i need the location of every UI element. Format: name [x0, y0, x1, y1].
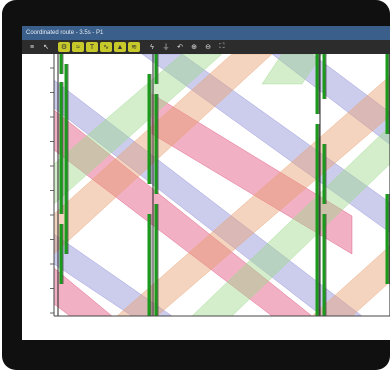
signal-green-bar [315, 124, 319, 316]
signal-green-bar [322, 214, 326, 316]
menu-icon[interactable]: ≡ [29, 43, 35, 51]
tx-icon[interactable]: T [86, 42, 98, 52]
gear-icon[interactable]: ⚙ [58, 42, 70, 52]
window-title: Coordinated route - 3.5s - P1 [22, 26, 390, 40]
zoom-out-icon[interactable]: ⊖ [205, 44, 211, 51]
signal-green-bar [59, 54, 63, 74]
bolt-icon[interactable]: ϟ [150, 43, 154, 51]
tune-icon[interactable]: ∿ [100, 42, 112, 52]
pink-band [151, 93, 353, 255]
signal-green-bar [154, 94, 158, 194]
chart-icon[interactable]: ▲ [114, 42, 126, 52]
tablet-frame: Coordinated route - 3.5s - P1 ≡ ↖ ⚙ ≈ T ∿ ▲ ≋ ϟ ⏚… [2, 0, 390, 370]
diagram-canvas [50, 54, 390, 317]
signal-green-bar [154, 54, 158, 84]
signal-green-bar [59, 224, 63, 284]
band-icon[interactable]: ≈ [72, 42, 84, 52]
filter-icon[interactable]: ⏚ [162, 44, 170, 51]
app-screen: Coordinated route - 3.5s - P1 ≡ ↖ ⚙ ≈ T ∿ ▲ ≋ ϟ ⏚… [22, 26, 390, 340]
signal-green-bar [147, 74, 151, 184]
fit-icon[interactable]: ⛶ [219, 43, 225, 50]
blue-band [141, 54, 390, 233]
green-band [261, 54, 323, 85]
signal-green-bar [59, 82, 63, 214]
signal-green-bar [385, 194, 389, 284]
signal-green-bar [322, 144, 326, 204]
signal-green-bar [385, 54, 389, 134]
wave-icon[interactable]: ≋ [128, 42, 140, 52]
signal-green-bar [147, 214, 151, 316]
signal-green-bar [315, 54, 319, 114]
toolbar: ≡ ↖ ⚙ ≈ T ∿ ▲ ≋ ϟ ⏚ ↶ ⊕ ⊖ ⛶ [22, 40, 390, 54]
signal-green-bar [64, 64, 68, 254]
plot-area [54, 54, 390, 316]
pointer-icon[interactable]: ↖ [43, 44, 49, 51]
signal-green-bar [322, 54, 326, 99]
signal-green-bar [154, 204, 158, 316]
undo-icon[interactable]: ↶ [177, 44, 183, 51]
zoom-in-icon[interactable]: ⊕ [191, 44, 197, 51]
time-space-diagram[interactable] [22, 54, 390, 340]
blue-band [271, 54, 390, 145]
